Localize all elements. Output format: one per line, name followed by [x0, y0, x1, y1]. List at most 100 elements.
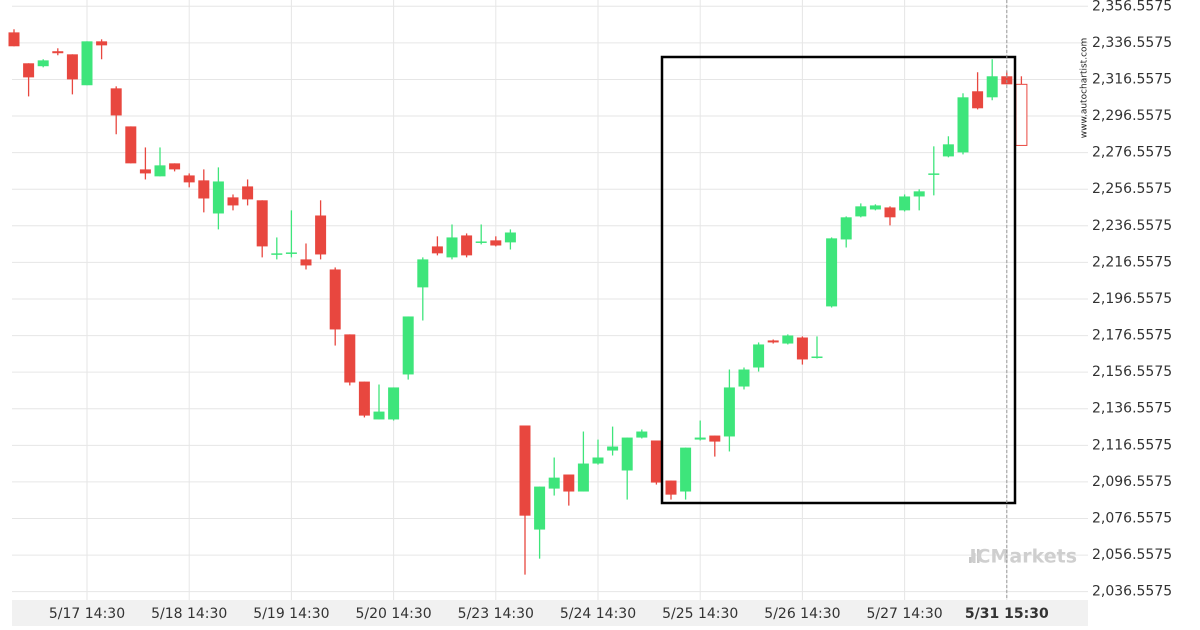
x-tick-label: 5/17 14:30	[49, 606, 125, 622]
x-axis-band	[12, 600, 1088, 626]
candle-body	[490, 240, 502, 246]
candle-body	[446, 237, 458, 258]
x-tick-label: 5/20 14:30	[355, 606, 431, 622]
candle-body	[650, 440, 662, 483]
candle-body	[811, 356, 823, 359]
candle-body	[8, 32, 20, 47]
x-tick-label: 5/18 14:30	[151, 606, 227, 622]
y-tick-label: 2,296.5575	[1092, 108, 1172, 124]
candle-body	[52, 51, 64, 54]
candle-body	[344, 334, 356, 383]
candle-body	[169, 163, 181, 170]
candle-body	[563, 474, 575, 492]
y-tick-label: 2,216.5575	[1092, 254, 1172, 270]
candles	[8, 29, 1028, 575]
y-tick-label: 2,136.5575	[1092, 401, 1172, 417]
y-tick-label: 2,256.5575	[1092, 181, 1172, 197]
candle-body	[855, 206, 867, 217]
candle-body	[913, 191, 925, 197]
candle-body	[972, 91, 984, 109]
candle-body	[723, 387, 735, 437]
candle-body	[899, 196, 911, 211]
y-tick-label: 2,336.5575	[1092, 35, 1172, 51]
candle-body	[358, 381, 370, 416]
candle-body	[519, 425, 531, 516]
candle-body	[475, 241, 487, 243]
candle-body	[417, 259, 429, 288]
candle-body	[577, 463, 589, 492]
candle-body	[183, 175, 195, 183]
y-tick-label: 2,356.5575	[1092, 0, 1172, 14]
y-tick-label: 2,276.5575	[1092, 145, 1172, 161]
candle-body	[840, 217, 852, 240]
logo-text: ICMarkets	[969, 546, 1077, 568]
candle-body	[271, 253, 283, 255]
candle-body	[607, 446, 619, 451]
candle-body	[125, 126, 137, 164]
candle-body	[96, 41, 108, 46]
candle-body	[461, 235, 473, 256]
candle-body	[592, 457, 604, 464]
candle-body	[329, 269, 341, 330]
y-tick-label: 2,196.5575	[1092, 291, 1172, 307]
candle-body	[388, 387, 400, 420]
logo: ICMarkets	[969, 546, 1077, 568]
y-tick-label: 2,176.5575	[1092, 328, 1172, 344]
candle-body	[66, 54, 78, 80]
y-tick-label: 2,096.5575	[1092, 474, 1172, 490]
candle-body	[942, 144, 954, 157]
candle-body	[256, 200, 268, 247]
candle-body	[884, 207, 896, 218]
candle-body	[957, 97, 969, 153]
candle-body	[23, 63, 35, 78]
logo-bar	[973, 553, 976, 563]
candle-body	[154, 165, 166, 177]
candle-body	[869, 205, 881, 210]
x-tick-label: 5/26 14:30	[764, 606, 840, 622]
candle-body	[680, 447, 692, 492]
candle-body	[212, 181, 224, 214]
y-tick-label: 2,236.5575	[1092, 218, 1172, 234]
candle-body	[665, 480, 677, 495]
candle-body	[504, 232, 516, 243]
x-tick-label: 5/27 14:30	[866, 606, 942, 622]
candle-body	[431, 246, 443, 254]
candle-body	[738, 369, 750, 387]
candle-body	[373, 411, 385, 420]
candle-body	[826, 238, 838, 307]
x-tick-label: 5/19 14:30	[253, 606, 329, 622]
candle-body	[534, 486, 546, 530]
logo-bar	[977, 549, 980, 563]
candle-body	[81, 41, 93, 86]
x-tick-label: 5/31 15:30	[965, 606, 1049, 622]
pattern-box	[660, 55, 1017, 505]
candle-body	[986, 76, 998, 98]
y-tick-label: 2,056.5575	[1092, 547, 1172, 563]
x-tick-label: 5/24 14:30	[560, 606, 636, 622]
candle-body	[753, 344, 765, 368]
candle-body	[782, 335, 794, 344]
candle-body	[796, 337, 808, 360]
candle-body	[300, 259, 312, 266]
x-tick-label: 5/25 14:30	[662, 606, 738, 622]
grid	[12, 0, 1088, 600]
candle-body	[242, 186, 254, 200]
candle-body	[636, 431, 648, 438]
y-tick-label: 2,036.5575	[1092, 584, 1172, 600]
candle-body	[37, 60, 49, 67]
candle-body	[621, 437, 633, 471]
candle-body	[767, 340, 779, 343]
candle-body	[694, 437, 706, 440]
candle-body	[198, 180, 210, 199]
logo-bar	[969, 557, 972, 563]
candle-body	[315, 215, 327, 255]
watermark: www.autochartist.com	[1080, 38, 1090, 139]
candle-body	[928, 173, 940, 175]
y-tick-label: 2,316.5575	[1092, 71, 1172, 87]
candle-body	[227, 197, 239, 206]
candle-body	[285, 252, 297, 254]
candle-body	[110, 88, 122, 116]
candle-body	[548, 477, 560, 489]
